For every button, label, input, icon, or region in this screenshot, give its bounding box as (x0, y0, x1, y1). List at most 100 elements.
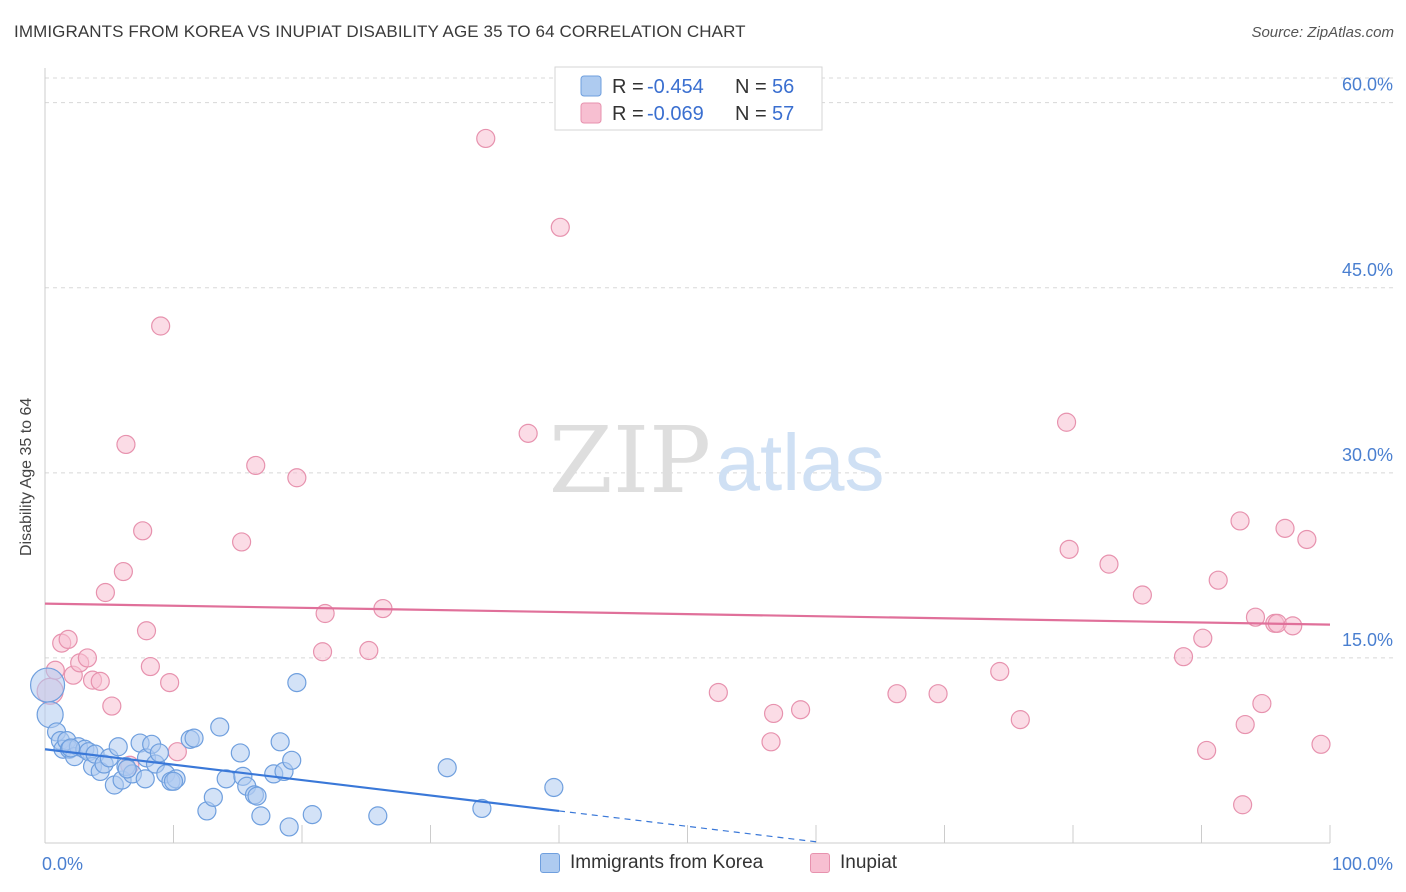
inupiat-point-55 (1297, 529, 1317, 550)
inupiat-point-37 (1010, 710, 1030, 730)
x-tick-label-0: 0.0% (42, 854, 83, 874)
korea-point-17 (108, 737, 128, 757)
inupiat-point-56 (1311, 734, 1331, 754)
korea-point-40 (247, 786, 267, 806)
inupiat-point-39 (1059, 539, 1079, 559)
legend-r-label-1: R = (612, 76, 644, 98)
legend-label-inupiat: Inupiat (840, 852, 898, 873)
korea-point-45 (279, 817, 299, 837)
korea-point-33 (203, 787, 223, 807)
korea-point-50 (437, 758, 457, 778)
series-0-points (29, 667, 564, 837)
korea-point-53 (117, 759, 137, 779)
inupiat-point-31 (761, 732, 781, 752)
korea-point-31 (184, 728, 204, 748)
legend-n-label-1: N = (735, 76, 767, 98)
inupiat-point-24 (312, 642, 333, 662)
inupiat-point-12 (116, 434, 136, 455)
inupiat-point-16 (140, 656, 160, 677)
korea-point-52 (544, 777, 564, 798)
korea-point-54 (61, 738, 81, 758)
korea-point-43 (270, 732, 290, 752)
inupiat-point-35 (928, 684, 948, 704)
watermark-atlas: atlas (716, 418, 885, 507)
legend-swatch-inupiat (580, 102, 602, 124)
inupiat-point-28 (518, 423, 538, 443)
watermark: ZIP atlas (549, 407, 885, 514)
inupiat-point-15 (136, 621, 157, 641)
inupiat-point-30 (708, 682, 728, 703)
korea-point-41 (251, 806, 271, 826)
korea-point-46 (282, 750, 302, 770)
inupiat-point-27 (476, 128, 496, 149)
korea-point-47 (287, 672, 307, 693)
correlation-legend: R = -0.454 N = 56 R = -0.069 N = 57 (554, 66, 823, 131)
y-tick-label-0: 15.0% (1342, 630, 1393, 650)
source-credit: Source: ZipAtlas.com (1251, 24, 1394, 41)
inupiat-point-34 (887, 684, 907, 704)
inupiat-point-47 (1233, 795, 1253, 815)
inupiat-point-3 (58, 629, 78, 650)
inupiat-point-20 (232, 532, 252, 552)
inupiat-point-41 (1132, 585, 1152, 605)
korea-point-34 (210, 717, 230, 737)
korea-point-36 (230, 743, 250, 763)
legend-n-value-1: 56 (772, 76, 794, 98)
chart-title: IMMIGRANTS FROM KOREA VS INUPIAT DISABIL… (14, 22, 746, 41)
korea-point-0 (29, 667, 66, 703)
inupiat-point-29 (550, 217, 570, 237)
inupiat-point-21 (246, 455, 266, 476)
inupiat-point-49 (1245, 607, 1266, 627)
watermark-zip: ZIP (549, 407, 711, 514)
y-tick-label-3: 60.0% (1342, 75, 1393, 95)
legend-r-value-2: -0.069 (647, 103, 704, 125)
y-tick-label-2: 45.0% (1342, 260, 1393, 280)
inupiat-point-25 (359, 640, 379, 661)
inupiat-point-32 (763, 703, 784, 724)
x-tick-label-1: 100.0% (1332, 854, 1393, 874)
inupiat-point-11 (113, 561, 133, 582)
legend-swatch-inupiat-bottom (810, 853, 830, 873)
inupiat-point-48 (1235, 714, 1255, 735)
y-tick-label-1: 30.0% (1342, 445, 1393, 465)
inupiat-point-42 (1173, 647, 1194, 667)
inupiat-point-40 (1099, 554, 1119, 574)
grid-lines (45, 77, 1395, 659)
korea-point-55 (163, 771, 184, 791)
inupiat-point-22 (287, 468, 307, 488)
inupiat-point-33 (790, 700, 811, 720)
inupiat-point-9 (95, 582, 115, 603)
inupiat-point-36 (990, 661, 1010, 682)
legend-label-korea: Immigrants from Korea (570, 852, 764, 873)
inupiat-point-54 (1283, 616, 1303, 636)
legend-n-value-2: 57 (772, 103, 794, 125)
inupiat-point-17 (151, 316, 171, 336)
series-legend: Immigrants from Korea Inupiat (0, 850, 1406, 880)
inupiat-point-44 (1197, 740, 1217, 761)
legend-item-korea[interactable]: Immigrants from Korea (540, 852, 763, 874)
legend-r-label-2: R = (612, 103, 644, 125)
inupiat-point-50 (1252, 693, 1272, 714)
korea-point-22 (135, 769, 155, 789)
inupiat-point-18 (160, 672, 180, 693)
korea-point-48 (302, 805, 322, 825)
korea-point-49 (368, 806, 388, 826)
legend-n-label-2: N = (735, 103, 767, 125)
korea-trend-line (44, 748, 560, 813)
inupiat-point-43 (1193, 628, 1213, 648)
inupiat-point-38 (1056, 412, 1077, 432)
inupiat-point-8 (90, 671, 110, 691)
inupiat-point-45 (1208, 570, 1228, 590)
inupiat-point-14 (133, 521, 153, 541)
legend-swatch-korea (580, 75, 602, 97)
trend-lines (44, 602, 1331, 843)
tick-labels: 15.0% 30.0% 45.0% 60.0% 0.0% 100.0% (42, 75, 1393, 874)
inupiat-point-46 (1230, 511, 1250, 531)
legend-item-inupiat[interactable]: Inupiat (810, 852, 897, 874)
inupiat-point-6 (77, 648, 98, 668)
inupiat-point-10 (102, 696, 122, 716)
inupiat-trend-line (44, 602, 1331, 626)
legend-swatch-korea-bottom (540, 853, 560, 873)
korea-point-51 (472, 798, 492, 819)
